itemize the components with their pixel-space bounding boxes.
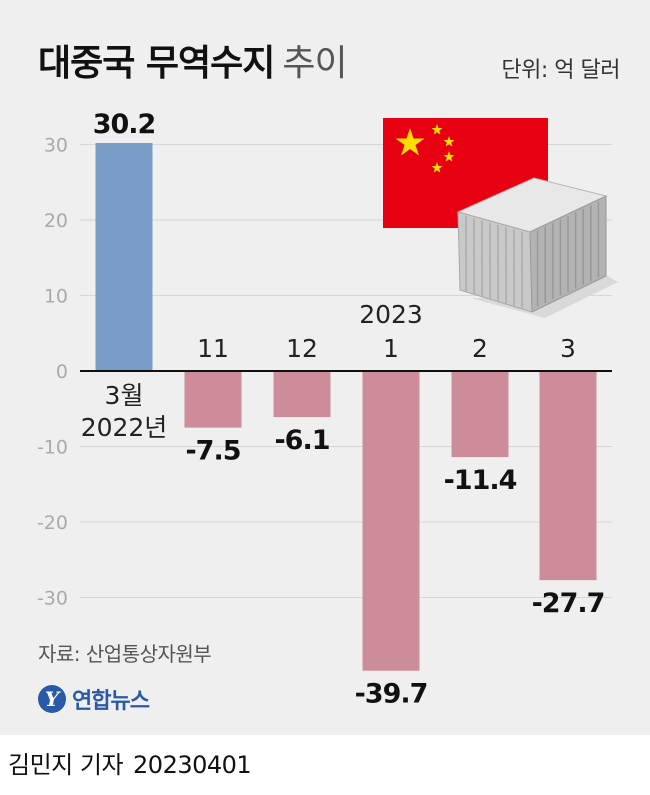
y-tick-label: -10 xyxy=(37,437,68,459)
data-label: -6.1 xyxy=(274,425,329,456)
data-label: -7.5 xyxy=(185,436,240,467)
category-label: 2 xyxy=(472,334,488,363)
y-tick-label: 20 xyxy=(44,210,68,232)
chart-title: 대중국 무역수지 추이 xyxy=(38,34,348,86)
bar xyxy=(184,371,242,428)
category-label: 1 xyxy=(383,334,399,363)
unit-label: 단위: 억 달러 xyxy=(501,58,620,83)
bar xyxy=(451,371,509,458)
reporter-name: 김민지 기자 xyxy=(8,751,124,779)
flag-small-star-icon xyxy=(443,151,455,162)
yonhap-logo: Y 연합뉴스 xyxy=(38,683,150,715)
flag-small-star-icon xyxy=(431,124,443,135)
y-tick-label: 10 xyxy=(44,286,68,308)
source-note: 자료: 산업통상자원부 xyxy=(38,642,212,666)
category-label: 2022년 xyxy=(81,413,168,442)
value-labels: 30.2 -7.5 -6.1 -39.7 -11.4 -27.7 xyxy=(93,109,606,710)
byline: 김민지 기자 20230401 xyxy=(8,745,252,780)
category-label: 12 xyxy=(286,334,318,363)
y-axis-ticks: 30 20 10 0 -10 -20 -30 xyxy=(37,135,68,610)
data-label: 30.2 xyxy=(93,109,156,140)
y-tick-label: 30 xyxy=(44,135,68,157)
bar xyxy=(273,371,331,418)
bar xyxy=(362,371,420,671)
category-label: 3 xyxy=(560,334,576,363)
china-flag-container-illustration xyxy=(383,118,618,318)
bar xyxy=(95,142,153,371)
bars xyxy=(95,142,597,671)
flag-small-star-icon xyxy=(431,162,443,173)
y-tick-label: 0 xyxy=(56,361,68,383)
flag-small-star-icon xyxy=(443,136,455,147)
logo-text: 연합뉴스 xyxy=(72,689,150,714)
yonhap-logo-icon: Y xyxy=(38,685,66,713)
category-label: 2023 xyxy=(359,300,423,329)
category-label: 3월 xyxy=(105,381,144,410)
title-bold: 대중국 무역수지 xyxy=(38,43,275,84)
bar xyxy=(539,371,597,581)
publish-date: 20230401 xyxy=(133,751,252,779)
data-label: -27.7 xyxy=(532,588,605,619)
y-tick-label: -30 xyxy=(37,588,68,610)
data-label: -11.4 xyxy=(444,465,517,496)
bar-chart: 30 20 10 0 -10 -20 -30 30.2 -7.5 -6.1 -39.7 -11.4 -… xyxy=(37,109,618,710)
container-ribs xyxy=(465,201,600,308)
category-label: 11 xyxy=(197,334,229,363)
title-light: 추이 xyxy=(282,43,347,84)
flag-large-star-icon xyxy=(395,128,425,156)
data-label: -39.7 xyxy=(355,679,428,710)
y-tick-label: -20 xyxy=(37,512,68,534)
